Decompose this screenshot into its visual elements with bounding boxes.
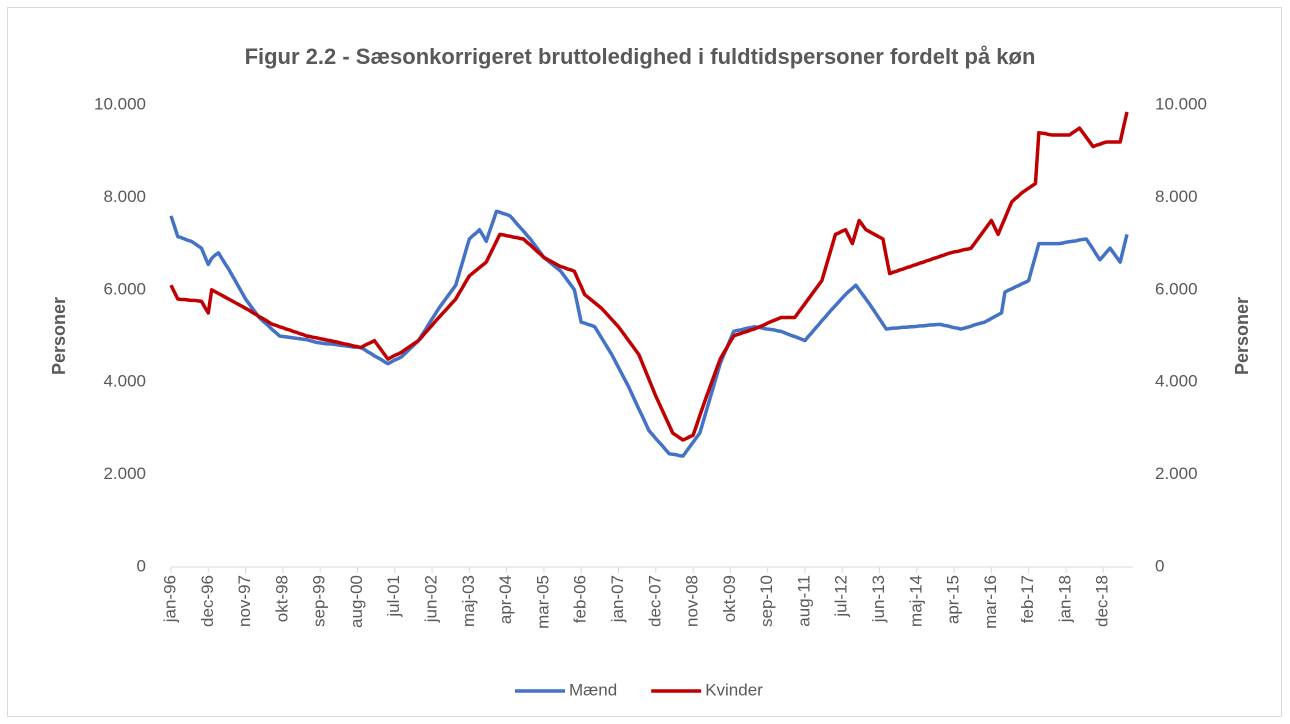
y2-tick-label: 0	[1155, 556, 1164, 575]
x-tick-label: nov-08	[683, 575, 702, 627]
y2-axis-label: Personer	[1232, 297, 1252, 375]
x-tick-label: okt-98	[272, 575, 291, 622]
series-line	[169, 111, 1129, 442]
chart-title: Figur 2.2 - Sæsonkorrigeret bruttoledigh…	[245, 44, 1036, 69]
y2-tick-label: 10.000	[1155, 94, 1207, 113]
x-tick-label: apr-15	[944, 575, 963, 624]
y-tick-label: 4.000	[103, 372, 146, 391]
y-tick-label: 10.000	[94, 94, 146, 113]
y-tick-label: 6.000	[103, 279, 146, 298]
x-tick-label: nov-97	[235, 575, 254, 627]
x-tick-label: apr-04	[496, 575, 515, 624]
y-tick-label: 0	[137, 556, 146, 575]
x-tick-label: mar-05	[533, 575, 552, 629]
x-tick-label: jan-07	[608, 575, 627, 623]
x-tick-label: jun-02	[422, 575, 441, 623]
y2-tick-label: 6.000	[1155, 279, 1198, 298]
x-tick-label: jul-01	[384, 575, 403, 618]
x-tick-label: jan-96	[160, 575, 179, 623]
series-line	[169, 209, 1129, 458]
x-tick-label: dec-07	[645, 575, 664, 627]
legend-label: Kvinder	[705, 680, 763, 699]
y-tick-label: 2.000	[103, 464, 146, 483]
x-tick-label: dec-18	[1093, 575, 1112, 627]
x-tick-label: aug-11	[794, 575, 813, 627]
x-tick-label: dec-96	[198, 575, 217, 627]
y2-tick-label: 4.000	[1155, 372, 1198, 391]
chart-border	[7, 7, 1282, 717]
y2-tick-label: 2.000	[1155, 464, 1198, 483]
x-tick-label: okt-09	[720, 575, 739, 622]
y-axis-label: Personer	[49, 297, 69, 375]
x-tick-label: jul-12	[832, 575, 851, 618]
x-tick-label: feb-17	[1018, 575, 1037, 623]
x-tick-label: aug-00	[347, 575, 366, 628]
y2-tick-label: 8.000	[1155, 187, 1198, 206]
x-tick-label: maj-14	[906, 575, 925, 627]
x-tick-label: jun-13	[869, 575, 888, 623]
x-tick-label: mar-16	[981, 575, 1000, 629]
y-tick-label: 8.000	[103, 187, 146, 206]
x-tick-label: maj-03	[459, 575, 478, 627]
x-tick-label: sep-10	[757, 575, 776, 627]
x-tick-label: feb-06	[571, 575, 590, 623]
legend-label: Mænd	[569, 680, 617, 699]
x-tick-label: jan-18	[1055, 575, 1074, 623]
x-tick-label: sep-99	[310, 575, 329, 627]
